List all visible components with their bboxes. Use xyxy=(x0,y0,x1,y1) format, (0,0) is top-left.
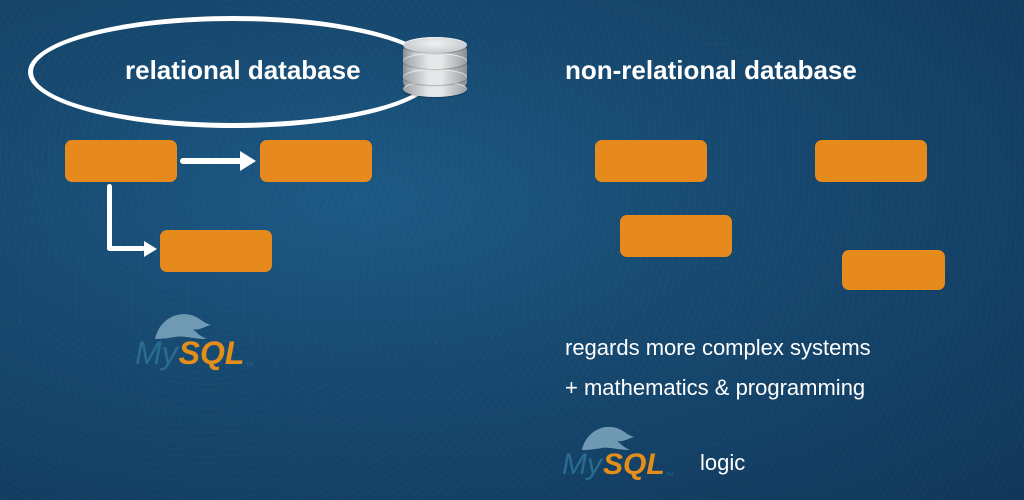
left-title: relational database xyxy=(125,55,361,86)
mysql-my: My xyxy=(562,448,602,482)
arrow-elbow-horizontal xyxy=(107,246,145,251)
arrow-right xyxy=(180,158,242,164)
mysql-logo-right: MySQL™ xyxy=(562,448,674,482)
mysql-tm: ™ xyxy=(245,361,254,370)
mysql-sql: SQL xyxy=(603,448,665,482)
dolphin-icon xyxy=(580,422,636,452)
database-icon xyxy=(403,37,467,97)
nonrel-block-1 xyxy=(595,140,707,182)
right-line-2: + mathematics & programming xyxy=(565,375,865,401)
logic-label: logic xyxy=(700,450,745,476)
rel-block-1 xyxy=(65,140,177,182)
nonrel-block-4 xyxy=(842,250,945,290)
rel-block-2 xyxy=(260,140,372,182)
nonrel-block-2 xyxy=(815,140,927,182)
right-line-1: regards more complex systems xyxy=(565,335,871,361)
arrow-elbow-vertical xyxy=(107,184,112,250)
rel-block-3 xyxy=(160,230,272,272)
nonrel-block-3 xyxy=(620,215,732,257)
mysql-tm: ™ xyxy=(666,471,675,480)
diagram-layer: relational database MySQL™ non-relationa… xyxy=(0,0,1024,500)
dolphin-icon xyxy=(153,309,213,341)
right-title: non-relational database xyxy=(565,55,857,86)
mysql-logo-left: MySQL™ xyxy=(135,335,254,372)
